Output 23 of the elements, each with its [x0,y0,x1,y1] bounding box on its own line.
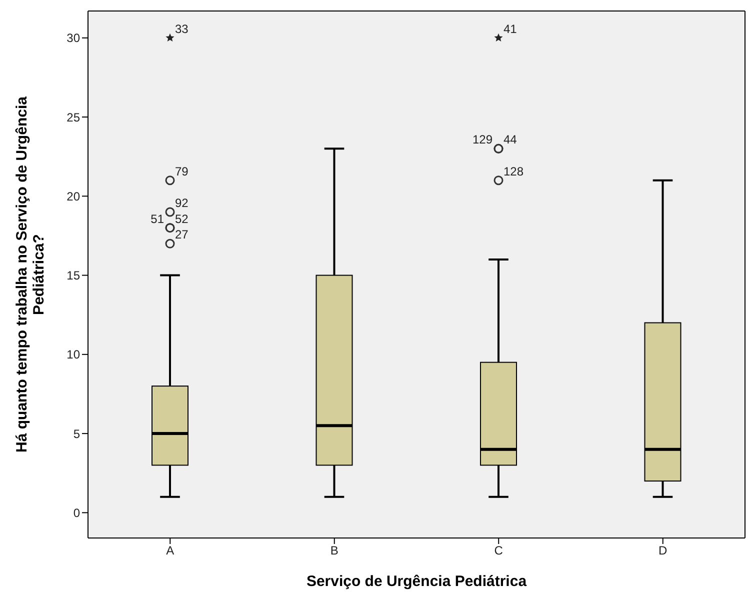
x-axis-title: Serviço de Urgência Pediátrica [306,573,528,590]
x-tick-label: D [658,544,668,558]
y-tick-label: 25 [66,110,80,124]
y-tick-label: 15 [66,268,80,283]
y-tick-label: 5 [73,426,80,441]
annotation: 41 [504,22,518,36]
annotation: 27 [175,228,189,242]
annotation: 128 [504,164,524,178]
annotation: 52 [175,212,189,226]
x-tick-label: C [494,544,504,558]
x-tick-label: A [166,544,174,558]
annotation: 44 [504,132,518,147]
y-tick-label: 30 [66,31,80,46]
x-tick-label: B [330,544,338,558]
annotation: 129 [472,132,493,147]
annotation: 33 [175,22,189,36]
y-tick-label: 0 [73,506,80,520]
annotation: 79 [175,164,189,178]
y-tick-label: 20 [66,189,80,204]
y-axis-title: Há quanto tempo trabalha no Serviço de Urgência Pediátrica? [14,96,48,452]
y-tick-label: 10 [66,348,80,362]
annotation: 92 [175,196,189,210]
annotation: 51 [150,212,164,226]
